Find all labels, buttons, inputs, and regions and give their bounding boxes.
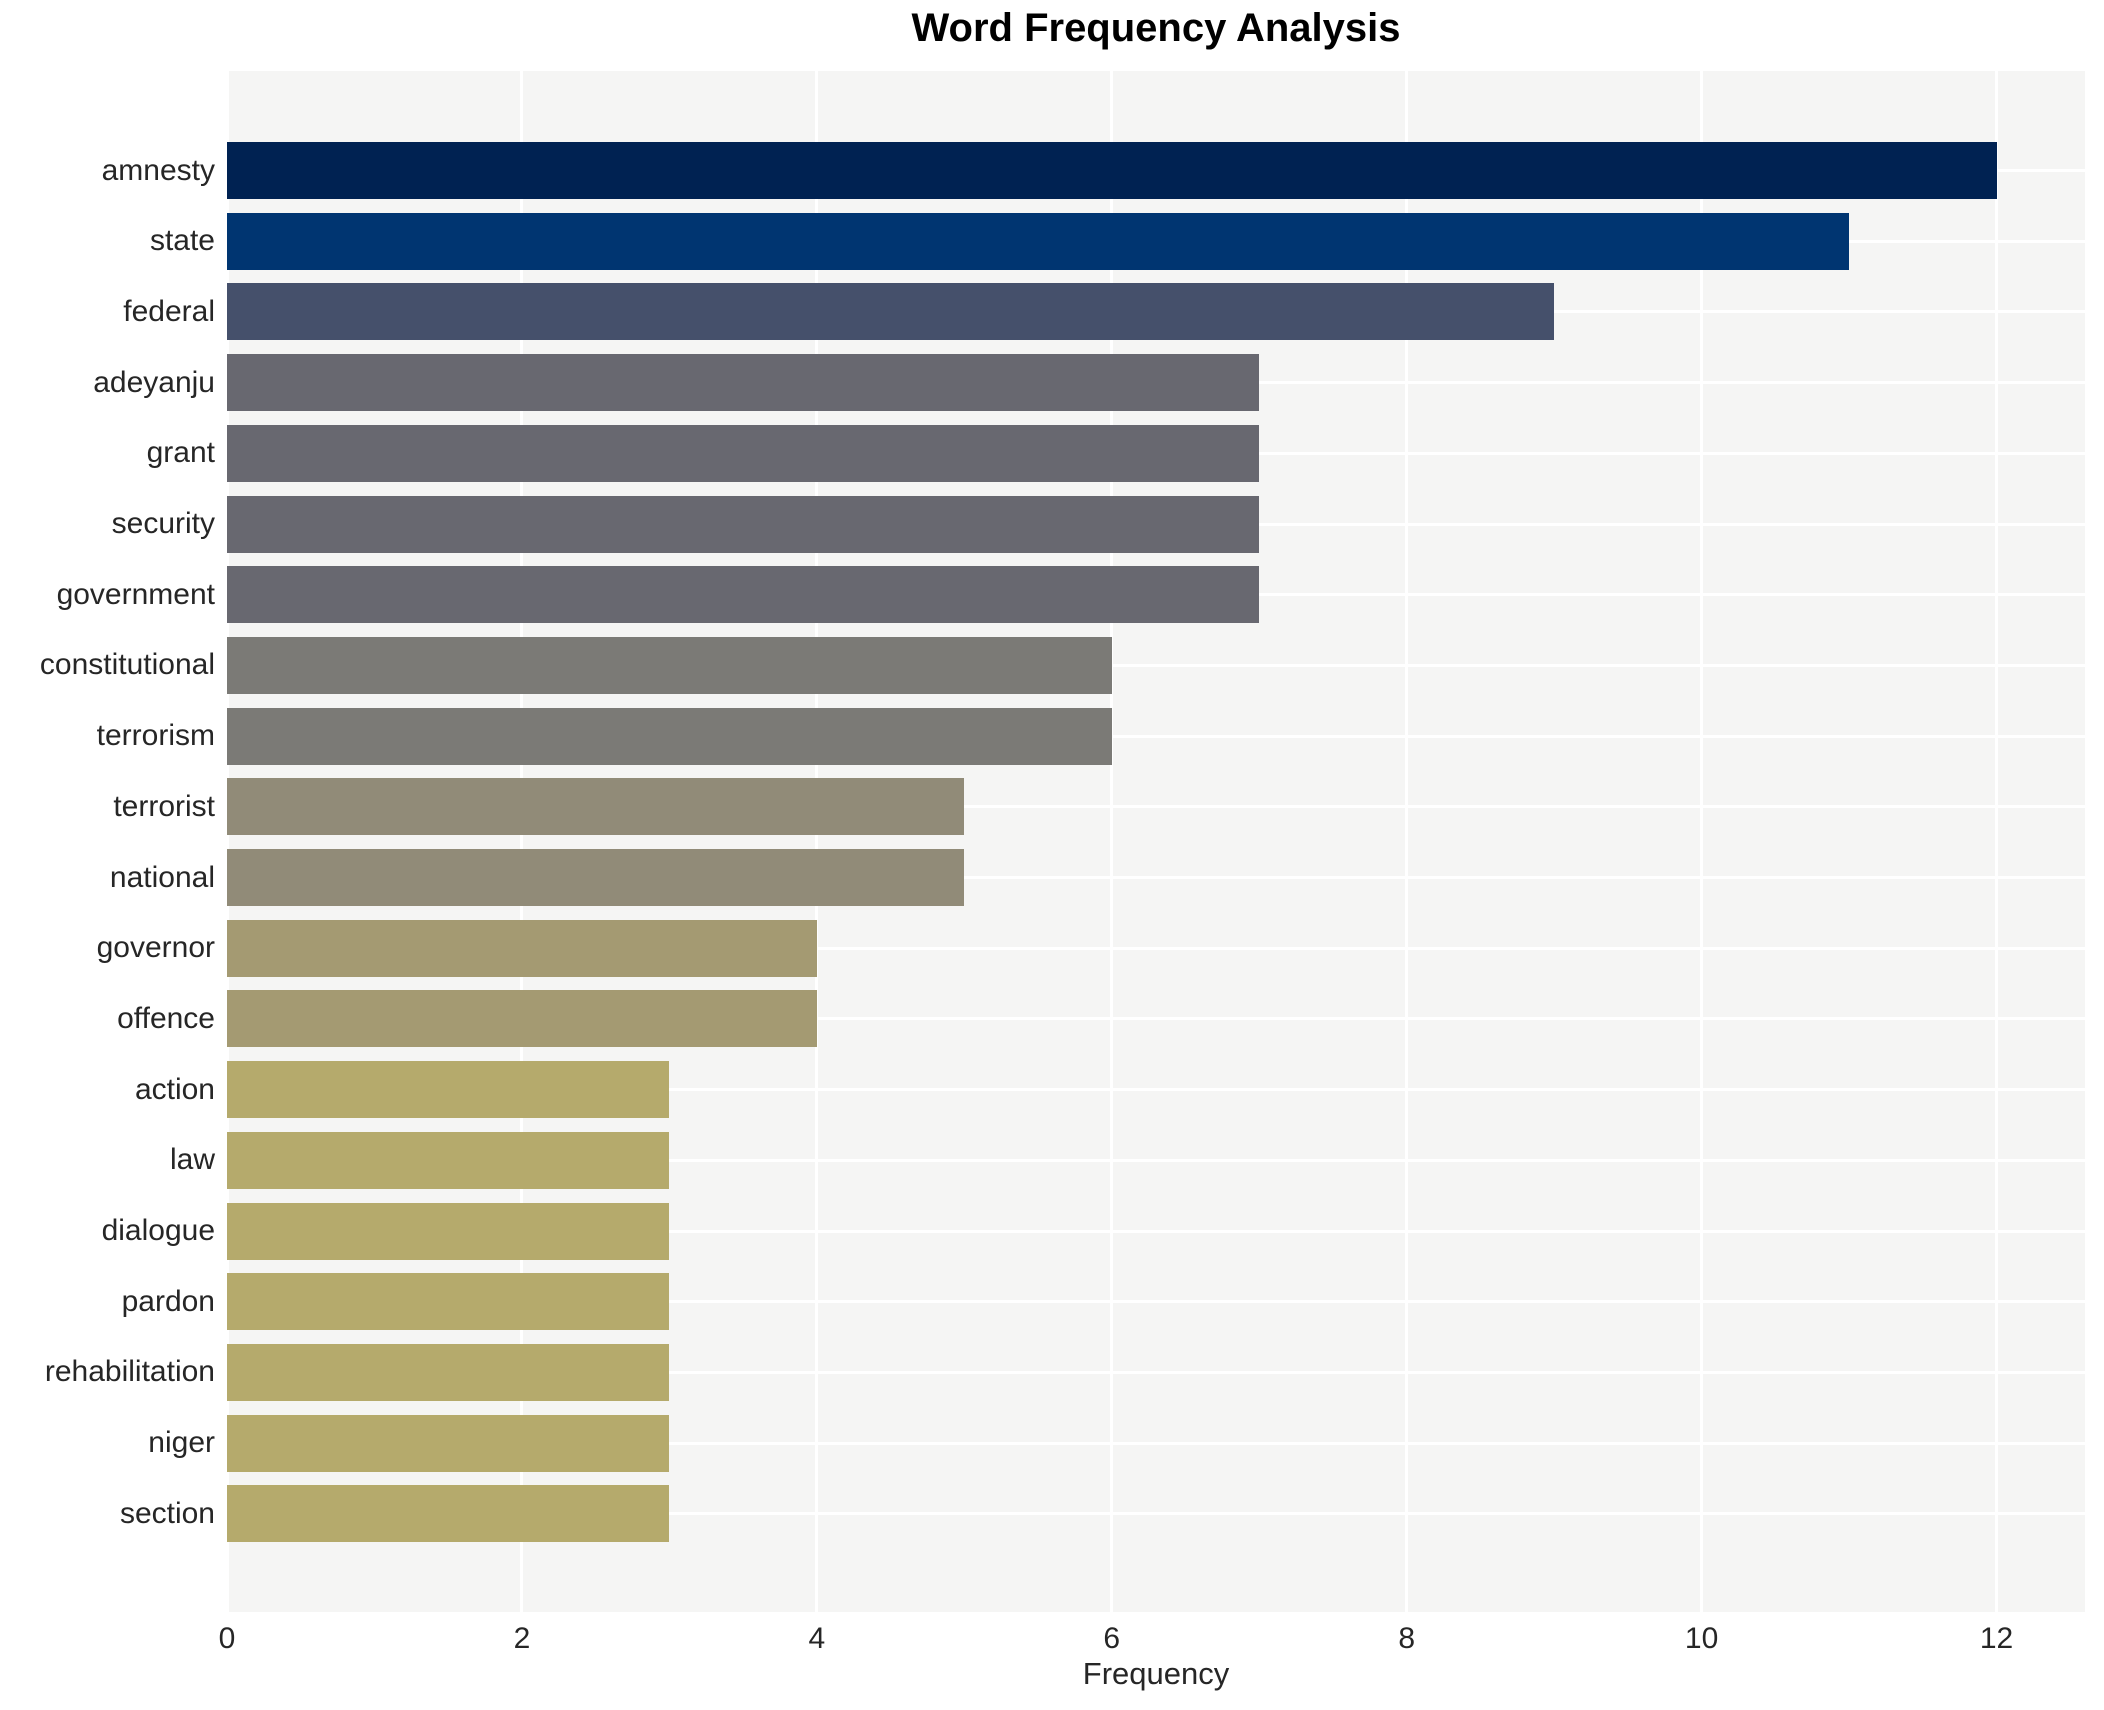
y-tick-label: state bbox=[149, 224, 215, 258]
h-gridline bbox=[227, 1229, 2085, 1233]
v-gridline bbox=[225, 71, 229, 1612]
y-tick-label: constitutional bbox=[39, 648, 215, 682]
x-tick-label: 2 bbox=[513, 1622, 531, 1655]
y-tick-label: terrorism bbox=[96, 719, 215, 753]
h-gridline bbox=[227, 1370, 2085, 1374]
h-gridline bbox=[227, 663, 2085, 667]
v-gridline bbox=[1110, 71, 1114, 1612]
y-tick-label: section bbox=[119, 1496, 215, 1530]
bar-federal bbox=[227, 283, 1555, 341]
bar-terrorist bbox=[227, 778, 965, 836]
v-gridline bbox=[1995, 71, 1999, 1612]
y-tick-label: federal bbox=[123, 294, 215, 328]
y-tick-label: offence bbox=[117, 1001, 215, 1035]
x-tick-label: 12 bbox=[1979, 1622, 2014, 1655]
v-gridline bbox=[520, 71, 524, 1612]
h-gridline bbox=[227, 805, 2085, 809]
y-tick-label: law bbox=[169, 1143, 215, 1177]
y-tick-label: government bbox=[56, 577, 215, 611]
bar-government bbox=[227, 566, 1260, 624]
bar-rehabilitation bbox=[227, 1343, 670, 1401]
x-tick-label: 4 bbox=[808, 1622, 826, 1655]
bar-terrorism bbox=[227, 707, 1112, 765]
h-gridline bbox=[227, 876, 2085, 879]
bar-state bbox=[227, 212, 1850, 270]
chart-title: Word Frequency Analysis bbox=[911, 6, 1401, 50]
bar-offence bbox=[227, 990, 817, 1048]
y-tick-label: adeyanju bbox=[93, 365, 215, 399]
y-tick-label: rehabilitation bbox=[44, 1355, 215, 1389]
v-gridline bbox=[1700, 71, 1704, 1612]
y-tick-label: dialogue bbox=[101, 1214, 215, 1247]
h-gridline bbox=[227, 1300, 2085, 1304]
bar-adeyanju bbox=[227, 354, 1260, 412]
v-gridline bbox=[1405, 71, 1409, 1612]
bar-national bbox=[227, 849, 965, 906]
y-tick-label: terrorist bbox=[113, 789, 215, 823]
bar-pardon bbox=[227, 1273, 670, 1331]
y-tick-label: governor bbox=[96, 931, 215, 965]
h-gridline bbox=[227, 1441, 2085, 1445]
x-axis-label: Frequency bbox=[1082, 1656, 1230, 1691]
y-tick-label: amnesty bbox=[101, 153, 215, 187]
x-tick-label: 6 bbox=[1103, 1622, 1121, 1655]
h-gridline bbox=[227, 1017, 2085, 1021]
h-gridline bbox=[227, 946, 2085, 950]
h-gridline bbox=[227, 734, 2085, 738]
bar-security bbox=[227, 495, 1260, 553]
bar-dialogue bbox=[227, 1202, 670, 1260]
h-gridline bbox=[227, 1512, 2085, 1516]
h-gridline bbox=[227, 1158, 2085, 1162]
x-tick-label: 10 bbox=[1684, 1622, 1719, 1655]
bar-law bbox=[227, 1131, 670, 1189]
bar-niger bbox=[227, 1414, 670, 1472]
bar-amnesty bbox=[227, 142, 1997, 199]
plot-area bbox=[225, 71, 2085, 1612]
y-tick-label: grant bbox=[146, 436, 215, 470]
bar-constitutional bbox=[227, 636, 1112, 694]
y-tick-label: action bbox=[134, 1072, 215, 1106]
y-tick-label: national bbox=[109, 860, 215, 894]
bar-grant bbox=[227, 424, 1260, 482]
bar-section bbox=[227, 1485, 670, 1543]
x-tick-label: 8 bbox=[1398, 1622, 1416, 1655]
bar-governor bbox=[227, 919, 817, 977]
bar-action bbox=[227, 1061, 670, 1119]
h-gridline bbox=[227, 1088, 2085, 1092]
v-gridline bbox=[815, 71, 819, 1612]
y-tick-label: security bbox=[111, 507, 215, 540]
y-tick-label: pardon bbox=[121, 1284, 215, 1318]
y-tick-label: niger bbox=[148, 1426, 215, 1460]
x-tick-label: 0 bbox=[218, 1622, 236, 1655]
